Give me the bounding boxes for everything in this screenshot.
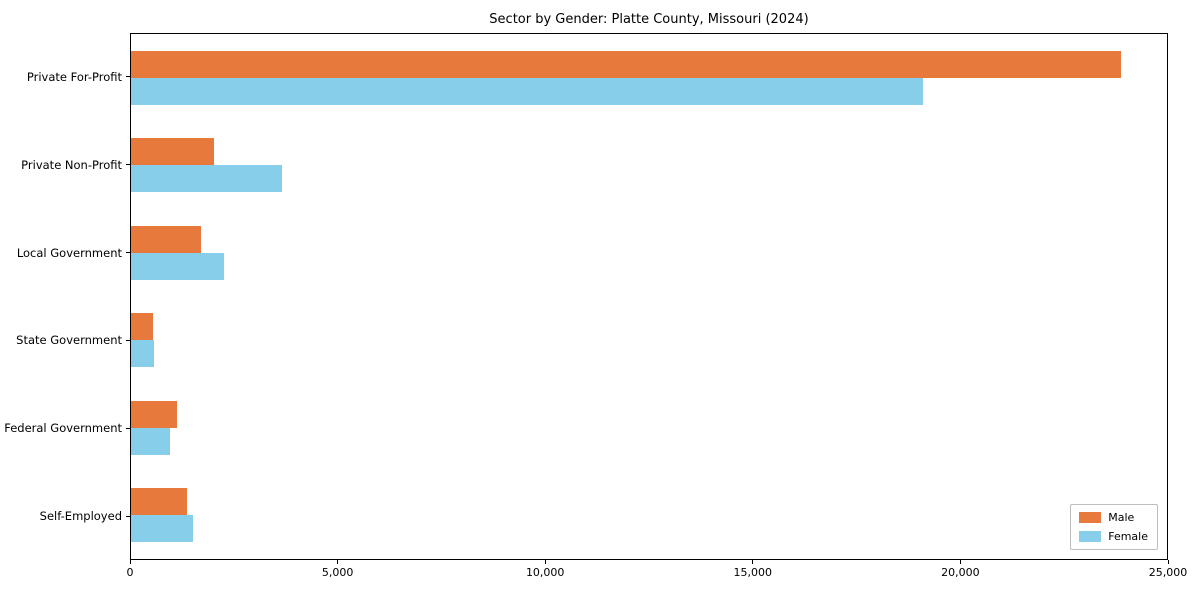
legend-entry-female: Female: [1079, 530, 1148, 543]
legend-entry-male: Male: [1079, 511, 1148, 524]
bar-male-federal-government: [131, 400, 177, 428]
x-tick-mark: [959, 560, 961, 564]
bar-male-local-government: [131, 225, 202, 253]
x-tick-mark: [544, 560, 546, 564]
category-band-federal-government: [131, 384, 1167, 472]
y-tick-mark: [126, 515, 130, 517]
y-axis-label-state-government: State Government: [16, 333, 122, 348]
legend-label-male: Male: [1108, 511, 1135, 524]
y-tick-mark: [126, 427, 130, 429]
legend-label-female: Female: [1108, 530, 1148, 543]
x-axis: 0 5,000 10,000 15,000 20,000 25,000: [126, 560, 1187, 584]
legend-swatch-male: [1079, 512, 1102, 523]
x-tick-mark: [337, 560, 339, 564]
y-tick-mark: [126, 252, 130, 254]
y-axis-label-federal-government: Federal Government: [4, 421, 122, 436]
category-band-local-government: [131, 209, 1167, 297]
y-tick-mark: [126, 164, 130, 166]
chart-title: Sector by Gender: Platte County, Missour…: [489, 12, 809, 27]
category-band-state-government: [131, 297, 1167, 385]
x-tick-label-15-000: 15,000: [733, 566, 773, 579]
bar-female-private-non-profit: [131, 165, 283, 193]
y-axis-label-private-for-profit: Private For-Profit: [26, 69, 122, 84]
x-tick-mark: [1167, 560, 1169, 564]
y-axis-label-local-government: Local Government: [16, 245, 122, 260]
plot-area: Male Female: [130, 33, 1168, 560]
category-band-private-for-profit: [131, 34, 1167, 122]
legend: Male Female: [1070, 504, 1158, 550]
y-axis-ticks: [126, 33, 130, 560]
x-tick-label-10-000: 10,000: [525, 566, 565, 579]
bar-male-self-employed: [131, 488, 187, 516]
category-band-self-employed: [131, 472, 1167, 560]
y-tick-mark: [126, 339, 130, 341]
bar-male-state-government: [131, 313, 153, 341]
y-axis-label-private-non-profit: Private Non-Profit: [21, 157, 122, 172]
bar-male-private-for-profit: [131, 50, 1122, 78]
bar-female-private-for-profit: [131, 77, 923, 105]
x-tick-label-25-000: 25,000: [1148, 566, 1188, 579]
x-tick-label-20-000: 20,000: [941, 566, 980, 579]
bars-area: [131, 34, 1167, 559]
y-axis-label-self-employed: Self-Employed: [39, 509, 122, 524]
bar-female-local-government: [131, 252, 225, 280]
bar-female-federal-government: [131, 427, 171, 455]
x-tick-mark: [129, 560, 131, 564]
x-tick-label-0: 0: [126, 566, 134, 579]
y-axis-labels: Private For-Profit Private Non-Profit Loca…: [0, 33, 122, 560]
x-tick-label-5-000: 5,000: [321, 566, 354, 579]
legend-swatch-female: [1079, 531, 1102, 542]
category-band-private-non-profit: [131, 122, 1167, 210]
x-tick-mark: [752, 560, 754, 564]
bar-female-self-employed: [131, 515, 194, 543]
bar-female-state-government: [131, 340, 154, 368]
bar-male-private-non-profit: [131, 138, 214, 166]
y-tick-mark: [126, 76, 130, 78]
